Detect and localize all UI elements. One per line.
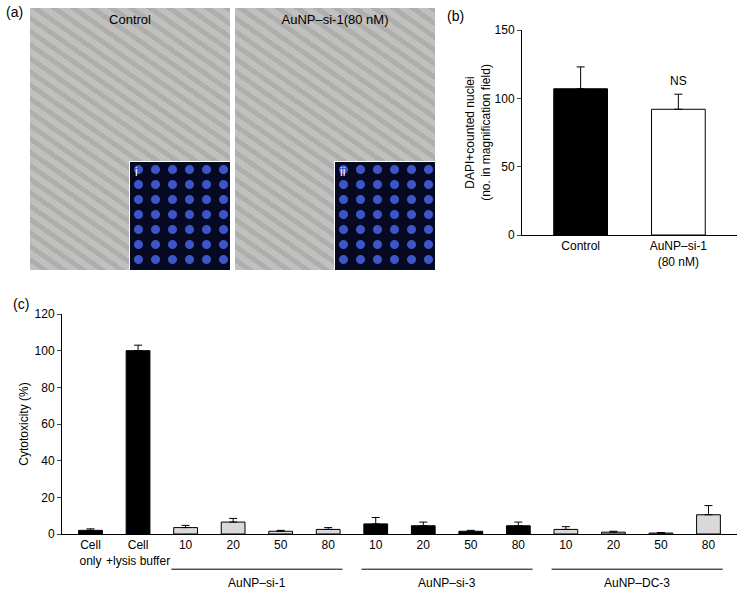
svg-text:AuNP–si-1(80 nM): AuNP–si-1(80 nM) <box>650 239 708 269</box>
svg-text:80: 80 <box>322 538 336 552</box>
svg-text:AuNP–DC-3: AuNP–DC-3 <box>604 576 670 590</box>
svg-text:80: 80 <box>41 381 55 395</box>
html-text:(a): (a) <box>6 4 24 20</box>
svg-text:40: 40 <box>41 454 55 468</box>
svg-text:NS: NS <box>670 74 687 88</box>
svg-text:AuNP–si-1: AuNP–si-1 <box>228 576 286 590</box>
svg-text:10: 10 <box>179 538 193 552</box>
svg-text:0: 0 <box>48 527 55 541</box>
svg-text:20: 20 <box>41 491 55 505</box>
svg-text:80: 80 <box>702 538 716 552</box>
svg-text:60: 60 <box>41 417 55 431</box>
svg-text:50: 50 <box>464 538 478 552</box>
svg-text:100: 100 <box>35 344 55 358</box>
svg-text:10: 10 <box>369 538 383 552</box>
svg-text:20: 20 <box>607 538 621 552</box>
svg-text:DAPI+counted nuclei(no. in mag: DAPI+counted nuclei(no. in magnification… <box>463 64 493 201</box>
svg-text:80: 80 <box>512 538 526 552</box>
svg-text:(b): (b) <box>447 8 464 24</box>
html-text:i: i <box>135 165 138 179</box>
svg-text:Cellonly: Cellonly <box>80 538 102 568</box>
svg-text:0: 0 <box>508 228 515 242</box>
svg-text:50: 50 <box>274 538 288 552</box>
svg-text:Control: Control <box>561 239 600 253</box>
svg-text:50: 50 <box>654 538 668 552</box>
svg-text:20: 20 <box>417 538 431 552</box>
svg-text:120: 120 <box>35 307 55 321</box>
svg-text:Cytotoxicity (%): Cytotoxicity (%) <box>17 382 31 465</box>
svg-text:50: 50 <box>501 160 515 174</box>
svg-text:10: 10 <box>559 538 573 552</box>
svg-text:100: 100 <box>495 92 515 106</box>
html-text:ii: ii <box>340 165 346 179</box>
svg-text:(c): (c) <box>13 296 29 312</box>
html-text:AuNP–si-1(80 nM): AuNP–si-1(80 nM) <box>281 12 389 27</box>
html-text:Control: Control <box>109 12 151 27</box>
svg-text:Cell+lysis buffer: Cell+lysis buffer <box>106 538 170 568</box>
svg-text:150: 150 <box>495 23 515 37</box>
svg-text:20: 20 <box>226 538 240 552</box>
svg-text:AuNP–si-3: AuNP–si-3 <box>418 576 476 590</box>
